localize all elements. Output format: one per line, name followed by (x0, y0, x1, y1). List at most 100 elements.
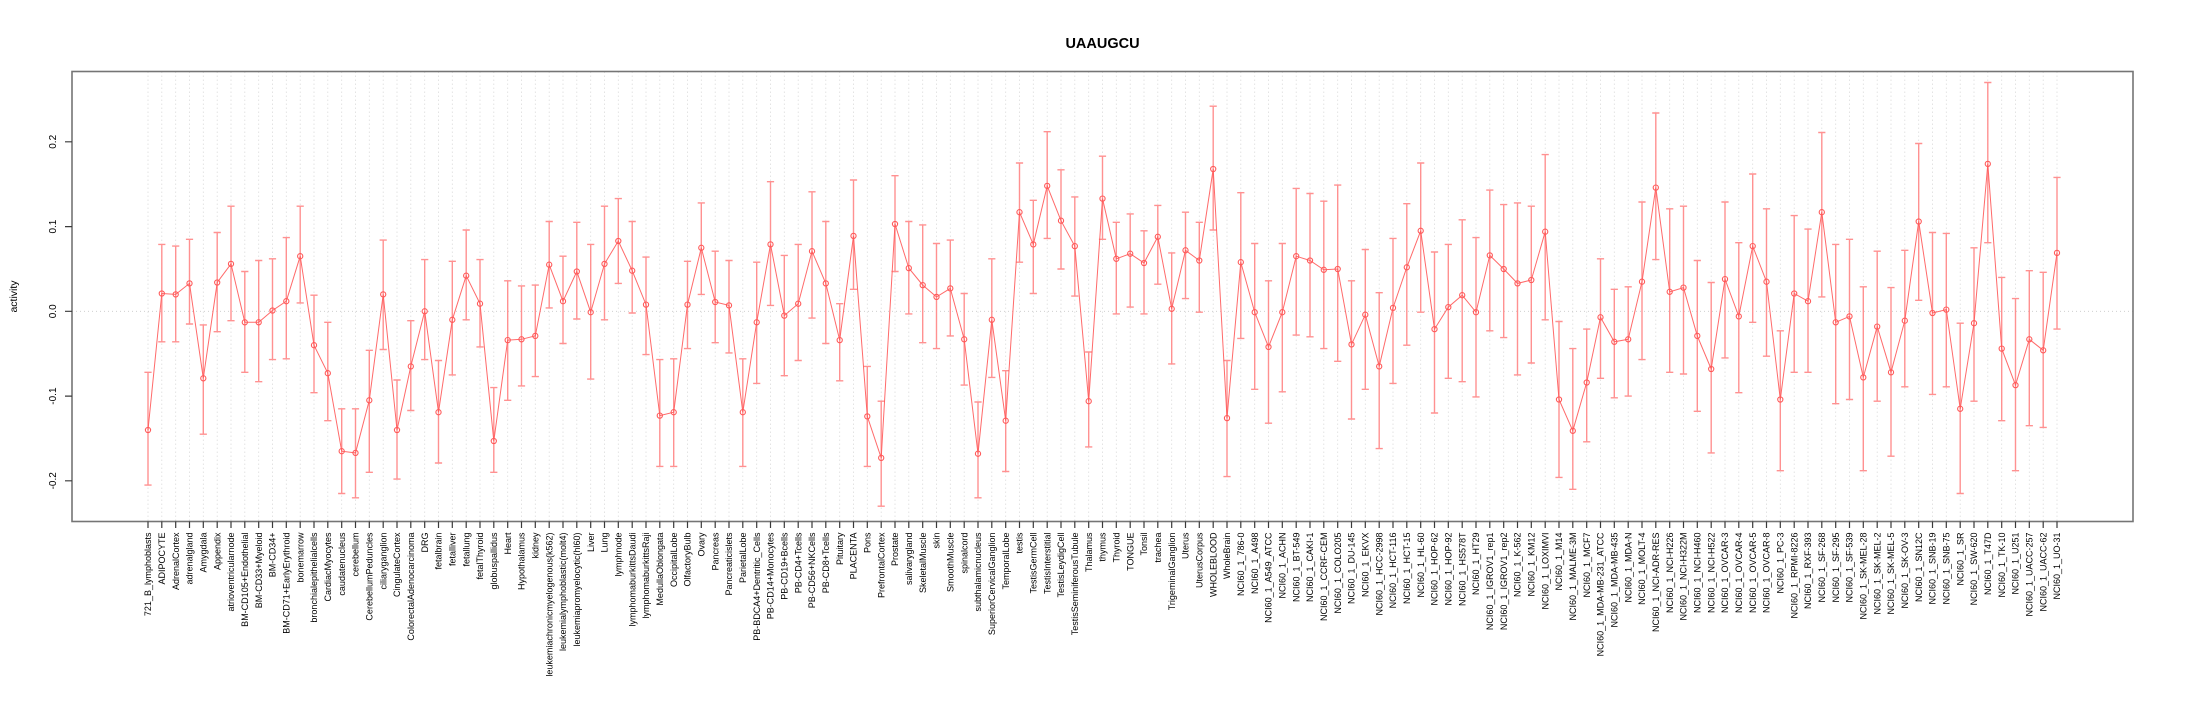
data-point (504, 336, 511, 344)
x-tick-label: Liver (586, 533, 596, 553)
data-point (283, 298, 290, 305)
x-tick-label: bronchialepithelialcells (309, 532, 319, 623)
x-tick-label: NCI60_1_MDA-N (1623, 533, 1633, 603)
data-point (891, 220, 899, 228)
data-point (1846, 313, 1853, 320)
x-tick-label: TestisLeydigCell (1056, 533, 1066, 598)
data-point (1818, 209, 1825, 216)
data-point (241, 319, 248, 326)
x-tick-label: kidney (531, 532, 541, 559)
data-point (2026, 336, 2033, 343)
x-tick-label: 721_B_lymphoblasts (143, 532, 153, 616)
x-tick-label: TONGUE (1125, 533, 1135, 571)
x-tick-label: NCI60_1_SN12C (1914, 532, 1924, 602)
x-tick-label: lymphnode (614, 533, 624, 577)
x-tick-label: NCI60_1_SK-OV-3 (1900, 533, 1910, 609)
data-point (393, 426, 401, 434)
x-tick-label: fetalliver (448, 533, 458, 567)
data-point (1362, 311, 1369, 318)
x-tick-label: NCI60_1_786-0 (1236, 533, 1246, 597)
data-point (324, 370, 331, 377)
data-point (1168, 305, 1175, 312)
x-tick-label: NCI60_1_U251 (2011, 533, 2021, 595)
x-tick-label: NCI60_1_PC-3 (1776, 533, 1786, 594)
data-point (186, 280, 193, 287)
data-point (1528, 276, 1535, 284)
data-point (781, 312, 788, 319)
x-tick-label: leukemiachronicmyelogenous(k562) (544, 533, 554, 677)
data-point (905, 264, 912, 272)
x-tick-label: OlfactoryBulb (683, 533, 693, 587)
data-point (1486, 252, 1493, 259)
data-point (1874, 323, 1881, 330)
x-tick-label: NCI60_1_OVCAR-8 (1762, 533, 1772, 614)
data-point (2053, 249, 2061, 257)
data-point (490, 437, 497, 445)
data-point (753, 319, 760, 326)
y-tick-label: 0.2 (48, 134, 59, 148)
data-point (1597, 314, 1604, 321)
data-point (684, 301, 691, 308)
data-point (559, 298, 567, 305)
y-tick-label: -0.2 (48, 472, 59, 490)
chart-title: UAAUGCU (1065, 36, 1139, 52)
data-point (297, 253, 304, 260)
x-tick-label: Uterus (1181, 532, 1191, 559)
x-tick-label: Pituitary (835, 532, 845, 565)
data-point (366, 397, 373, 404)
x-tick-label: NCI60_1_K-562 (1513, 533, 1523, 598)
data-point (1030, 241, 1037, 248)
data-point (1376, 363, 1383, 370)
data-point (919, 281, 926, 289)
data-point (380, 291, 387, 298)
series-line (147, 163, 2058, 459)
x-tick-label: fetallung (461, 533, 471, 567)
data-point (1749, 242, 1756, 250)
x-tick-label: TestisSeminiferousTubule (1070, 533, 1080, 636)
x-tick-label: NCI60_1_SK-MEL-2 (1872, 533, 1882, 615)
x-tick-label: ADIPOCYTE (157, 533, 167, 585)
x-tick-label: NCI60_1_HS578T (1457, 532, 1467, 606)
x-tick-label: ParietalLobe (738, 533, 748, 584)
data-point (974, 450, 982, 457)
x-tick-label: NCI60_1_HCT-116 (1388, 533, 1398, 609)
x-tick-label: NCI60_1_A498 (1250, 533, 1260, 595)
data-point (1901, 317, 1908, 324)
data-point (1970, 320, 1978, 327)
x-tick-label: NCI60_1_RPMI-8226 (1789, 533, 1799, 619)
data-point (1196, 257, 1203, 264)
data-point (158, 290, 165, 297)
data-point (449, 316, 456, 323)
data-point (1016, 209, 1023, 216)
x-tick-label: NCI60_1_HT29 (1471, 533, 1481, 596)
x-tick-label: NCI60_1_MOLT-4 (1637, 533, 1647, 605)
data-point (656, 412, 663, 419)
x-tick-label: NCI60_1_UO-31 (2052, 533, 2062, 600)
data-point (1915, 218, 1922, 225)
data-point (1929, 309, 1936, 317)
x-tick-label: TemporalLobe (1001, 533, 1011, 590)
data-point (1472, 309, 1480, 316)
x-tick-label: WholeBrain (1222, 533, 1232, 580)
x-tick-label: Thalamus (1084, 532, 1094, 572)
data-point (1569, 427, 1576, 434)
x-tick-label: TestisGermCell (1029, 533, 1039, 594)
x-tick-label: BM-CD105+Endothelial (240, 533, 250, 627)
x-tick-label: NCI60_1_KM12 (1527, 533, 1537, 597)
data-point (1293, 253, 1300, 260)
x-tick-label: NCI60_1_UACC-257 (2025, 533, 2035, 617)
data-point (1804, 298, 1812, 305)
data-point (1777, 396, 1784, 403)
data-point (2012, 381, 2019, 389)
data-point (1279, 309, 1286, 316)
data-point (1666, 288, 1673, 295)
x-tick-label: NCI60_1_NCI-H226 (1665, 533, 1675, 614)
x-tick-label: Prostate (890, 533, 900, 567)
x-tick-marks (147, 521, 2058, 528)
data-point (255, 319, 262, 326)
data-point (1791, 290, 1798, 297)
data-point (1638, 278, 1646, 285)
data-point (1998, 345, 2005, 352)
data-point (642, 301, 650, 308)
data-point (961, 336, 968, 343)
